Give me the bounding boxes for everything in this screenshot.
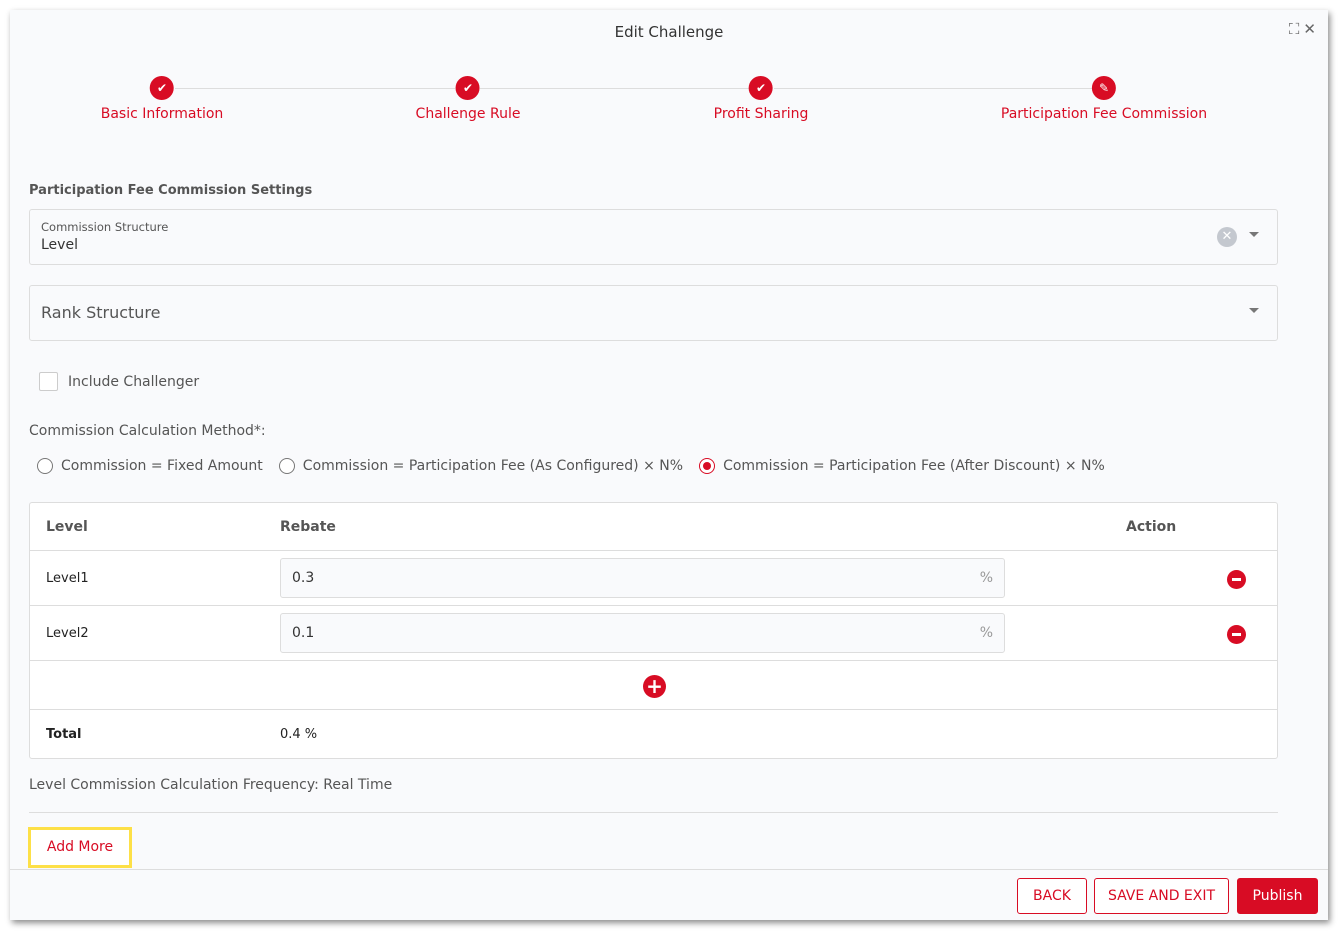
- method-label: Commission Calculation Method*:: [29, 423, 266, 439]
- table-row: Level2 0.1%: [30, 606, 1277, 661]
- section-title: Participation Fee Commission Settings: [29, 183, 313, 198]
- radio-fixed-amount[interactable]: Commission = Fixed Amount: [37, 458, 263, 474]
- commission-structure-select[interactable]: Commission Structure Level ✕: [29, 209, 1278, 265]
- chevron-down-icon[interactable]: [1249, 308, 1259, 313]
- remove-row-icon[interactable]: [1227, 570, 1246, 589]
- publish-button[interactable]: Publish: [1237, 878, 1318, 914]
- rebate-input[interactable]: 0.1%: [280, 613, 1005, 653]
- rank-structure-select[interactable]: Rank Structure: [29, 285, 1278, 341]
- checkbox[interactable]: [39, 372, 58, 391]
- stepper: ✔ Basic Information ✔ Challenge Rule ✔ Prof…: [10, 76, 1328, 136]
- expand-icon[interactable]: ⛶: [1288, 20, 1300, 38]
- level-table: Level Rebate Action Level1 0.3% Level2 0…: [29, 502, 1278, 759]
- add-row: +: [30, 661, 1277, 710]
- chevron-down-icon[interactable]: [1249, 232, 1259, 237]
- radio-fee-after-discount[interactable]: Commission = Participation Fee (After Di…: [699, 458, 1105, 474]
- frequency-text: Level Commission Calculation Frequency: …: [29, 777, 393, 793]
- rebate-input[interactable]: 0.3%: [280, 558, 1005, 598]
- step-basic-information[interactable]: ✔ Basic Information: [101, 76, 223, 122]
- check-icon: ✔: [455, 76, 480, 100]
- save-and-exit-button[interactable]: SAVE AND EXIT: [1094, 878, 1229, 914]
- modal-title: Edit Challenge: [614, 23, 724, 41]
- step-profit-sharing[interactable]: ✔ Profit Sharing: [714, 76, 808, 122]
- pencil-icon: ✎: [1091, 76, 1116, 100]
- table-row: Level1 0.3%: [30, 551, 1277, 606]
- total-row: Total 0.4 %: [46, 727, 318, 742]
- close-icon[interactable]: ✕: [1303, 20, 1316, 38]
- clear-icon[interactable]: ✕: [1217, 227, 1237, 247]
- method-radio-group: Commission = Fixed Amount Commission = P…: [37, 458, 1105, 474]
- check-icon: ✔: [150, 76, 174, 100]
- radio-fee-as-configured[interactable]: Commission = Participation Fee (As Confi…: [278, 458, 683, 474]
- add-more-button[interactable]: Add More: [28, 827, 132, 868]
- add-row-icon[interactable]: +: [643, 675, 666, 698]
- check-icon: ✔: [749, 76, 773, 100]
- footer-divider: [10, 869, 1328, 870]
- remove-row-icon[interactable]: [1227, 625, 1246, 644]
- step-participation-fee-commission[interactable]: ✎ Participation Fee Commission: [1001, 76, 1207, 122]
- step-challenge-rule[interactable]: ✔ Challenge Rule: [416, 76, 520, 122]
- table-header: Level Rebate Action: [30, 503, 1277, 551]
- back-button[interactable]: BACK: [1017, 878, 1087, 914]
- edit-challenge-modal: Edit Challenge ⛶ ✕ ✔ Basic Information ✔ C…: [10, 10, 1328, 920]
- include-challenger-checkbox[interactable]: Include Challenger: [39, 372, 199, 391]
- divider: [29, 812, 1278, 813]
